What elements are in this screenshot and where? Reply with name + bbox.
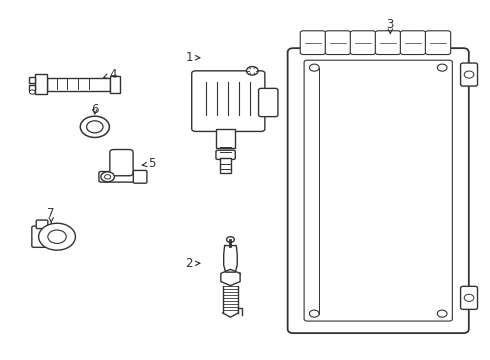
Text: 5: 5: [142, 157, 156, 170]
Circle shape: [464, 71, 474, 78]
Circle shape: [309, 64, 319, 71]
Text: 7: 7: [48, 207, 55, 223]
FancyBboxPatch shape: [375, 31, 401, 54]
FancyBboxPatch shape: [461, 63, 478, 86]
Bar: [220, 158, 231, 173]
Circle shape: [48, 230, 66, 243]
FancyBboxPatch shape: [350, 31, 376, 54]
Circle shape: [309, 310, 319, 317]
Text: 1: 1: [186, 51, 200, 64]
Bar: [47, 77, 110, 91]
FancyBboxPatch shape: [400, 31, 426, 54]
FancyBboxPatch shape: [216, 150, 235, 159]
Text: 3: 3: [387, 18, 394, 34]
FancyBboxPatch shape: [461, 286, 478, 309]
Circle shape: [104, 175, 111, 179]
Circle shape: [80, 116, 109, 138]
Bar: [29, 85, 35, 91]
Circle shape: [437, 310, 447, 317]
FancyBboxPatch shape: [259, 88, 278, 117]
FancyBboxPatch shape: [300, 31, 325, 54]
FancyBboxPatch shape: [425, 31, 451, 54]
FancyBboxPatch shape: [325, 31, 350, 54]
Polygon shape: [223, 246, 237, 272]
FancyBboxPatch shape: [36, 220, 48, 229]
Circle shape: [87, 121, 103, 133]
Text: 4: 4: [103, 68, 117, 81]
Polygon shape: [221, 269, 240, 285]
FancyBboxPatch shape: [110, 149, 133, 176]
FancyBboxPatch shape: [32, 226, 50, 247]
Circle shape: [29, 90, 35, 94]
FancyBboxPatch shape: [99, 171, 139, 182]
Bar: [110, 76, 121, 93]
Circle shape: [39, 223, 75, 250]
FancyBboxPatch shape: [192, 71, 265, 131]
Bar: [35, 75, 47, 94]
Text: 2: 2: [186, 257, 200, 270]
Circle shape: [226, 237, 234, 242]
Bar: [217, 129, 235, 148]
Circle shape: [246, 67, 258, 75]
Circle shape: [437, 64, 447, 71]
Circle shape: [101, 172, 115, 182]
Bar: [29, 77, 35, 83]
FancyBboxPatch shape: [288, 48, 469, 333]
Circle shape: [464, 294, 474, 301]
FancyBboxPatch shape: [304, 60, 452, 321]
FancyBboxPatch shape: [133, 170, 147, 183]
Text: 6: 6: [91, 103, 98, 116]
